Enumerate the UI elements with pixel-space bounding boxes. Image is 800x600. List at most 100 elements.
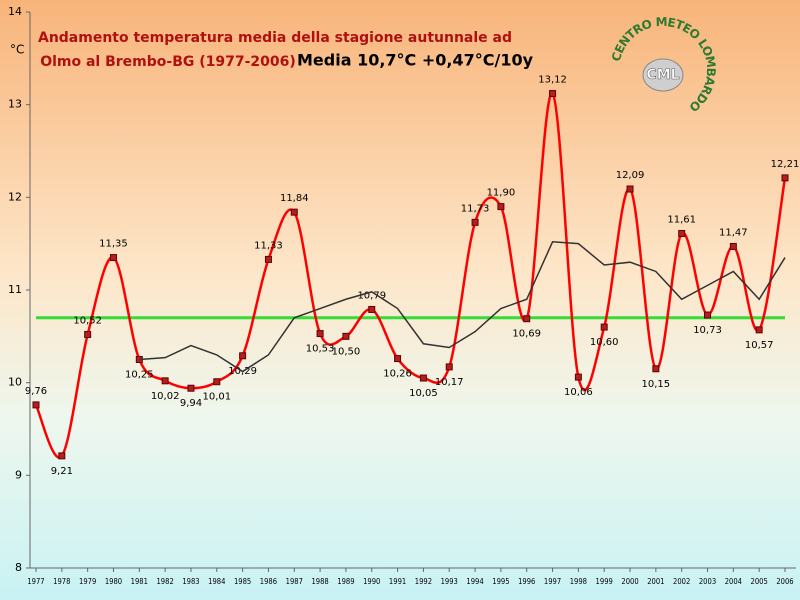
point: [445, 363, 453, 371]
point: [523, 315, 531, 323]
value-label: 10,02: [151, 391, 180, 402]
point: [729, 242, 737, 250]
y-axis-label: °C: [10, 43, 24, 57]
series-line: [139, 241, 786, 373]
point: [626, 185, 634, 193]
value-label: 10,52: [73, 315, 102, 326]
point: [84, 330, 92, 338]
x-tick-label: 1996: [518, 577, 536, 587]
point: [161, 377, 169, 385]
point: [574, 373, 582, 381]
chart-subtitle: Media 10,7°C +0,47°C/10y: [297, 51, 534, 70]
value-label: 11,47: [719, 227, 748, 238]
point: [652, 365, 660, 373]
y-tick-label: 12: [8, 190, 22, 203]
point: [600, 323, 608, 331]
point: [704, 311, 712, 319]
y-tick-label: 10: [8, 376, 22, 389]
point: [342, 332, 350, 340]
x-tick-label: 2005: [751, 577, 769, 587]
value-label: 13,12: [538, 75, 567, 86]
point: [368, 305, 376, 313]
y-tick-label: 8: [15, 561, 22, 574]
value-label: 10,69: [512, 329, 541, 340]
point: [394, 355, 402, 363]
value-label: 10,25: [125, 370, 154, 381]
logo-abbr: CML: [646, 67, 679, 83]
x-tick-label: 1995: [492, 577, 510, 587]
x-tick-label: 2006: [776, 577, 794, 587]
x-tick-label: 1986: [260, 577, 278, 587]
point: [187, 384, 195, 392]
point: [755, 326, 763, 334]
point: [419, 374, 427, 382]
point: [290, 208, 298, 216]
x-tick-label: 1984: [208, 577, 226, 587]
y-tick-label: 9: [15, 468, 22, 481]
point: [213, 378, 221, 386]
value-label: 10,05: [409, 388, 438, 399]
x-tick-label: 1981: [131, 577, 149, 587]
x-tick-label: 2000: [621, 577, 639, 587]
value-label: 11,33: [254, 240, 283, 251]
point: [58, 452, 66, 460]
x-tick-label: 1994: [466, 577, 484, 587]
value-label: 12,09: [616, 170, 645, 181]
value-label: 10,06: [564, 387, 593, 398]
value-label: 11,73: [461, 203, 490, 214]
point: [549, 90, 557, 98]
x-tick-label: 1997: [544, 577, 562, 587]
point: [316, 330, 324, 338]
x-tick-label: 1978: [53, 577, 71, 587]
x-tick-label: 1990: [363, 577, 381, 587]
x-tick-label: 1977: [27, 577, 45, 587]
value-label: 11,90: [487, 188, 516, 199]
point: [239, 352, 247, 360]
point: [32, 401, 40, 409]
value-label: 9,21: [51, 466, 73, 477]
value-label: 10,57: [745, 340, 774, 351]
value-label: 11,35: [99, 239, 128, 250]
value-label: 10,53: [306, 344, 335, 355]
value-label: 10,79: [357, 290, 386, 301]
value-label: 10,26: [383, 369, 412, 380]
value-label: 11,84: [280, 193, 309, 204]
chart-title: Andamento temperatura media della stagio…: [38, 30, 512, 46]
x-tick-label: 2002: [673, 577, 690, 587]
logo-shape: [642, 58, 684, 92]
x-tick-label: 2001: [647, 577, 665, 587]
value-label: 9,76: [25, 386, 47, 397]
x-tick-label: 1991: [389, 577, 407, 587]
point: [471, 218, 479, 226]
x-tick-label: 1980: [105, 577, 123, 587]
x-tick-label: 1999: [596, 577, 614, 587]
value-label: 10,01: [202, 392, 231, 403]
chart-title: Olmo al Brembo-BG (1977-2006): [40, 54, 296, 70]
x-tick-label: 1987: [286, 577, 304, 587]
point: [781, 174, 789, 182]
value-label: 10,73: [693, 325, 722, 336]
x-tick-label: 2003: [699, 577, 717, 587]
value-label: 10,17: [435, 377, 464, 388]
x-tick-label: 1998: [570, 577, 588, 587]
x-tick-label: 1993: [441, 577, 459, 587]
value-label: 9,94: [180, 398, 202, 409]
x-tick-label: 1983: [182, 577, 200, 587]
point: [497, 203, 505, 211]
point: [264, 255, 272, 263]
y-tick-label: 13: [8, 98, 22, 111]
value-label: 11,61: [667, 214, 696, 225]
x-tick-label: 2004: [725, 577, 743, 587]
point: [678, 229, 686, 237]
y-tick-label: 14: [8, 5, 22, 18]
x-tick-label: 1979: [79, 577, 97, 587]
y-tick-label: 11: [8, 283, 22, 296]
x-tick-label: 1989: [337, 577, 355, 587]
value-label: 10,60: [590, 337, 619, 348]
value-label: 10,50: [332, 346, 361, 357]
x-tick-label: 1992: [415, 577, 432, 587]
x-tick-label: 1988: [311, 577, 329, 587]
value-label: 12,21: [771, 159, 800, 170]
